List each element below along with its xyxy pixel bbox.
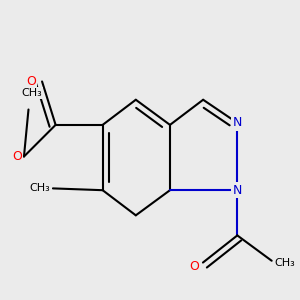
Text: O: O <box>12 150 22 163</box>
Text: O: O <box>189 260 199 273</box>
Text: O: O <box>26 75 36 88</box>
Text: CH₃: CH₃ <box>22 88 43 98</box>
Text: N: N <box>232 184 242 197</box>
Text: CH₃: CH₃ <box>274 259 295 269</box>
Text: N: N <box>232 116 242 129</box>
Text: CH₃: CH₃ <box>30 183 51 194</box>
